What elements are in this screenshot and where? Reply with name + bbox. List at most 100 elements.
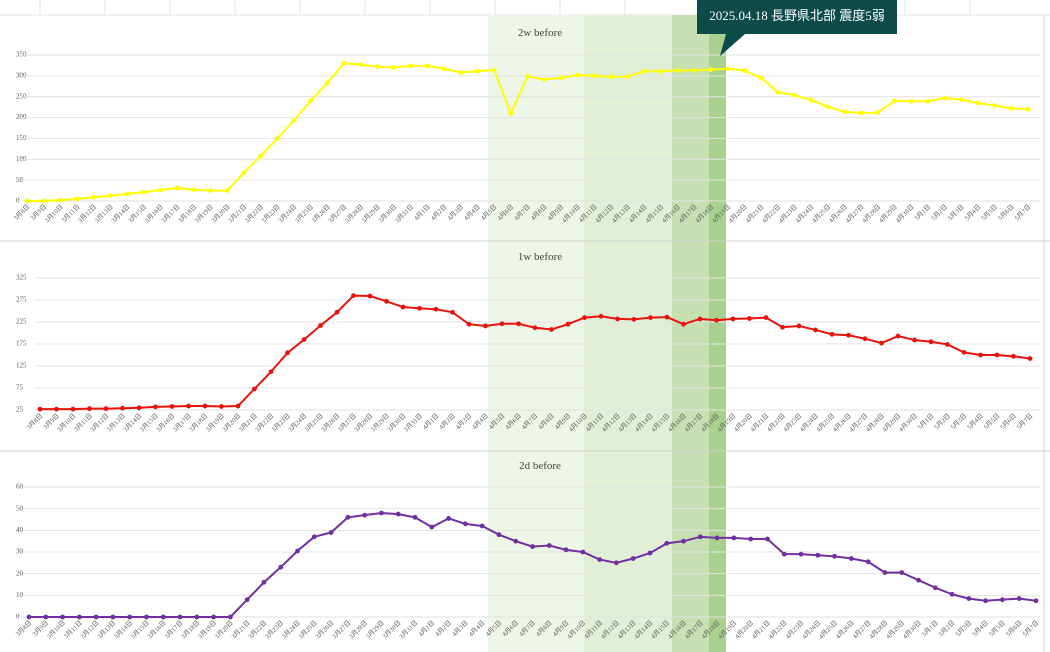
y-tick-label: 250 (16, 92, 27, 100)
data-point (429, 524, 435, 530)
x-tick-label: 4月2日 (437, 412, 456, 431)
x-tick-label: 4月30日 (901, 619, 923, 641)
data-point (825, 104, 831, 110)
y-tick-label: 20 (16, 569, 24, 577)
data-point (912, 337, 917, 343)
data-point (647, 550, 653, 556)
data-point (153, 404, 158, 410)
panel-borders (0, 15, 1050, 652)
data-point (792, 92, 797, 98)
data-point (758, 75, 764, 81)
data-point (899, 570, 905, 575)
data-point (57, 197, 63, 203)
data-point (731, 535, 737, 541)
x-tick-label: 5月5日 (982, 412, 1001, 431)
data-point (975, 100, 981, 106)
data-point (466, 321, 472, 327)
data-point (928, 339, 934, 345)
x-tick-label: 5月5日 (980, 203, 999, 222)
data-point (241, 170, 247, 176)
data-point (945, 342, 950, 347)
data-point (37, 406, 43, 412)
y-tick-label: 0 (16, 613, 20, 621)
data-point (681, 538, 686, 544)
data-point (124, 191, 130, 197)
data-point (741, 68, 747, 73)
data-point (384, 298, 389, 304)
y-tick-label: 30 (16, 548, 24, 556)
y-tick-label: 75 (16, 384, 24, 392)
data-point (681, 321, 686, 327)
data-point (691, 68, 697, 73)
x-tick-label: 5月7日 (1015, 412, 1034, 431)
data-point (865, 559, 871, 565)
data-point (796, 323, 802, 329)
data-point (949, 591, 955, 597)
x-tick-label: 5月4日 (965, 412, 984, 431)
data-point (815, 552, 821, 558)
data-point (675, 68, 681, 73)
data-point (983, 598, 989, 604)
data-point (103, 406, 109, 412)
data-point (408, 63, 414, 69)
data-point (747, 316, 752, 321)
data-point (367, 293, 373, 299)
data-point (244, 597, 250, 603)
data-point (549, 327, 554, 332)
data-point (278, 564, 284, 570)
data-point (958, 97, 964, 103)
data-point (775, 89, 781, 95)
data-point (120, 405, 125, 411)
data-point (546, 543, 552, 548)
data-point (1000, 597, 1005, 603)
x-tick-label: 4月1日 (421, 412, 440, 431)
data-point (1011, 353, 1016, 359)
data-point (341, 60, 347, 66)
data-point (158, 187, 163, 193)
x-tick-label: 5月3日 (949, 412, 968, 431)
data-point (441, 66, 447, 72)
x-tick-label: 3月8日 (25, 412, 44, 431)
data-point (391, 65, 397, 70)
data-point (591, 73, 597, 79)
data-point (895, 333, 901, 339)
y-tick-label: 40 (16, 526, 24, 534)
y-tick-label: 175 (16, 340, 27, 348)
data-point (462, 521, 468, 527)
data-point (169, 404, 175, 409)
data-point (285, 350, 290, 356)
data-point (374, 64, 380, 70)
x-tick-label: 5月3日 (954, 619, 973, 638)
x-tick-label: 4月2日 (434, 619, 453, 638)
data-point (992, 103, 998, 108)
data-point (496, 532, 502, 538)
data-point (211, 614, 217, 620)
data-point (798, 551, 804, 557)
data-point (219, 404, 224, 409)
data-point (417, 305, 422, 311)
data-point (379, 510, 384, 516)
data-point (252, 386, 257, 392)
data-point (351, 293, 356, 298)
data-point (780, 324, 785, 330)
data-point (458, 70, 464, 75)
x-tick-label: 5月4日 (963, 203, 982, 222)
data-point (499, 321, 505, 327)
x-tick-label: 5月1日 (916, 412, 935, 431)
data-point (765, 536, 770, 542)
data-point (697, 534, 703, 540)
data-point (268, 369, 274, 375)
data-point (345, 514, 351, 520)
data-point (127, 614, 133, 620)
data-point (714, 535, 720, 541)
y-tick-label: 200 (16, 113, 27, 121)
data-point (258, 153, 263, 159)
data-point (318, 323, 323, 328)
x-tick-label: 3月8日 (14, 619, 33, 638)
data-point (525, 73, 530, 79)
data-point (513, 538, 519, 544)
data-point (748, 536, 754, 542)
y-tick-label: 10 (16, 591, 24, 599)
data-point (261, 579, 267, 585)
data-point (291, 118, 297, 123)
